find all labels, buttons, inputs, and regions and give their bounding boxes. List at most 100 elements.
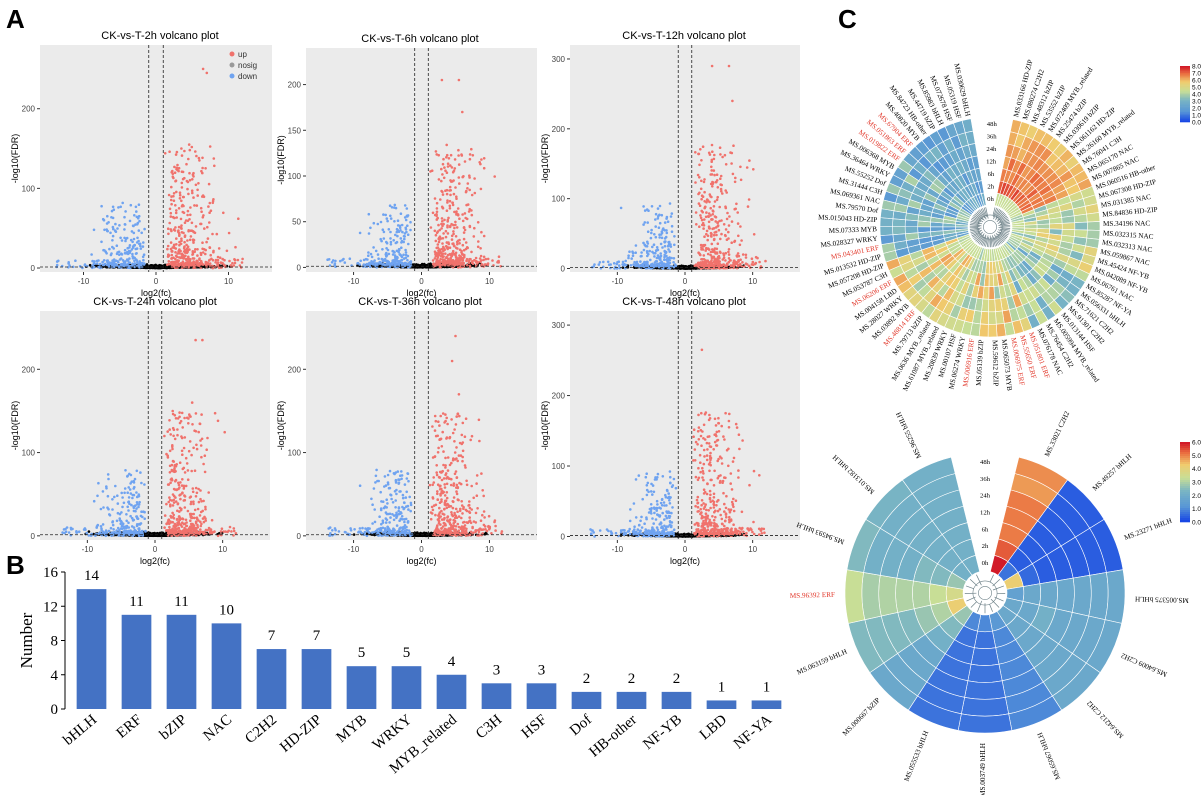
y-tick-label: 300: [552, 321, 566, 330]
x-tick-label: -10: [612, 545, 624, 554]
y-tick-label: 100: [552, 195, 566, 204]
y-tick-label: 16: [43, 565, 59, 581]
colorbar-tick-label: 5.0: [1192, 85, 1201, 92]
heatmap-cell: [879, 226, 894, 236]
bar-hb-other: [616, 691, 647, 709]
gene-label: MS.49257 bHLH: [1091, 453, 1133, 493]
gene-label: MS.59612 bZIP: [991, 340, 1000, 386]
gene-label: MS.96392 ERF: [790, 591, 835, 600]
x-axis-label: log2(fc): [406, 288, 436, 298]
heatmap-cell: [1039, 580, 1058, 610]
bar-value-label: 4: [448, 654, 456, 670]
panel-label-b: B: [6, 550, 25, 580]
colorbar-tick-label: 7.0: [1192, 71, 1201, 78]
y-tick-label: 150: [288, 126, 302, 135]
x-tick-label: C2H2: [242, 712, 280, 747]
ring-label-2h: 2h: [987, 184, 994, 191]
heatmap-cell: [1086, 221, 1101, 231]
heatmap-cell: [995, 310, 1005, 325]
x-tick-label: -10: [82, 545, 94, 554]
colorbar-tick-label: 0.0: [1192, 120, 1201, 127]
ring-label-0h: 0h: [982, 560, 989, 567]
y-tick-label: 0: [297, 532, 302, 541]
x-tick-label: 10: [748, 545, 757, 554]
x-tick-label: 10: [218, 545, 227, 554]
heatmap-cell: [1074, 221, 1088, 231]
volcano-points: [61, 338, 238, 538]
y-tick-label: 0: [31, 532, 36, 541]
y-axis-label: -log10(FDR): [276, 401, 286, 451]
colorbar-tick-label: 0.0: [1192, 520, 1201, 527]
heatmap-cell: [1061, 215, 1076, 224]
heatmap-cell: [929, 583, 948, 606]
y-tick-label: 200: [288, 365, 302, 374]
x-tick-label: 0: [419, 277, 424, 286]
colorbar-top: 8.07.06.05.04.03.02.01.00.0: [1180, 64, 1201, 127]
ring-label-36h: 36h: [980, 476, 991, 483]
gene-label: MS.64212 C2H2: [1085, 699, 1125, 740]
volcano-panel-bg: [40, 45, 272, 272]
volcano-plot-1: CK-vs-T-2h volcano plot-10 0 100100200log2…: [10, 30, 272, 298]
ring-label-36h: 36h: [987, 133, 998, 140]
heatmap-cell: [929, 226, 944, 233]
volcano-panel-bg: [570, 45, 800, 272]
heatmap-cell: [987, 311, 997, 325]
heatmap-cell: [917, 226, 931, 233]
dendrogram: [969, 207, 1011, 248]
heatmap-cell: [973, 630, 997, 650]
x-tick-label: -10: [348, 545, 360, 554]
colorbar-tick-label: 8.0: [1192, 64, 1201, 71]
heatmap-cell: [1073, 213, 1088, 224]
bar-value-label: 1: [718, 679, 726, 695]
bar-hsf: [526, 683, 557, 709]
gene-label: MS.000667 bZIP: [841, 696, 882, 737]
volcano-plot-4: CK-vs-T-24h volcano plot-10 0 100100200log…: [10, 296, 270, 566]
x-tick-label: NF-YB: [640, 712, 685, 753]
x-axis-label: log2(fc): [670, 556, 700, 566]
heatmap-cell: [961, 118, 974, 134]
y-tick-label: 0: [297, 263, 302, 272]
colorbar-tick-label: 4.0: [1192, 92, 1201, 99]
legend-label: nosig: [238, 61, 257, 70]
panel-label-a: A: [6, 4, 25, 34]
heatmap-cell: [1086, 212, 1101, 223]
ring-label-12h: 12h: [980, 510, 991, 517]
heatmap-cell: [942, 226, 956, 232]
gene-label: MS.33021 C2H2: [1043, 410, 1071, 458]
x-tick-label: NAC: [201, 712, 236, 745]
heatmap-cell: [987, 323, 998, 338]
heatmap-cell: [844, 569, 866, 624]
y-tick-label: 200: [22, 105, 36, 114]
gene-label: MS.65067 bHLH: [1036, 731, 1062, 781]
heatmap-cell: [1104, 569, 1126, 624]
colorbar-tick-label: 3.0: [1192, 480, 1201, 487]
gene-label: MS.96255 bHLH: [895, 411, 924, 460]
x-tick-label: bHLH: [60, 712, 100, 749]
heatmap-cell: [961, 696, 1009, 717]
y-axis-label: -log10(FDR): [10, 401, 20, 451]
heatmap-cell: [880, 234, 895, 245]
heatmap-cell: [1036, 223, 1051, 230]
x-tick-label: HB-other: [586, 712, 640, 761]
y-axis-label: -log10(FDR): [540, 134, 550, 184]
heatmap-cell: [978, 323, 989, 338]
bar-value-label: 3: [538, 662, 546, 678]
volcano-title: CK-vs-T-6h volcano plot: [361, 33, 478, 45]
x-tick-label: 0: [419, 545, 424, 554]
x-axis-label: log2(fc): [670, 288, 700, 298]
y-tick-label: 12: [43, 599, 58, 615]
gene-label: MS.34196 NAC: [1103, 219, 1150, 227]
gene-label: MS.003749 bHLH: [979, 743, 987, 795]
ring-label-6h: 6h: [982, 526, 989, 533]
ring-label-24h: 24h: [980, 493, 991, 500]
heatmap-cell: [967, 663, 1003, 683]
bar-value-label: 7: [268, 628, 276, 644]
x-tick-label: NF-YA: [731, 712, 775, 753]
ring-label-2h: 2h: [982, 543, 989, 550]
gene-label: MS.032315 NAC: [1103, 229, 1154, 241]
heatmap-cell: [957, 713, 1013, 734]
bar-hd-zip: [301, 649, 332, 709]
legend-marker: [229, 51, 235, 57]
legend-label: up: [238, 50, 247, 59]
